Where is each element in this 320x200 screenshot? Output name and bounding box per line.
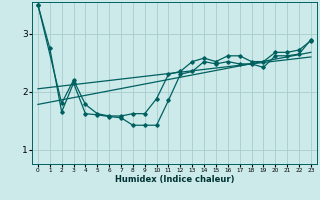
X-axis label: Humidex (Indice chaleur): Humidex (Indice chaleur) xyxy=(115,175,234,184)
